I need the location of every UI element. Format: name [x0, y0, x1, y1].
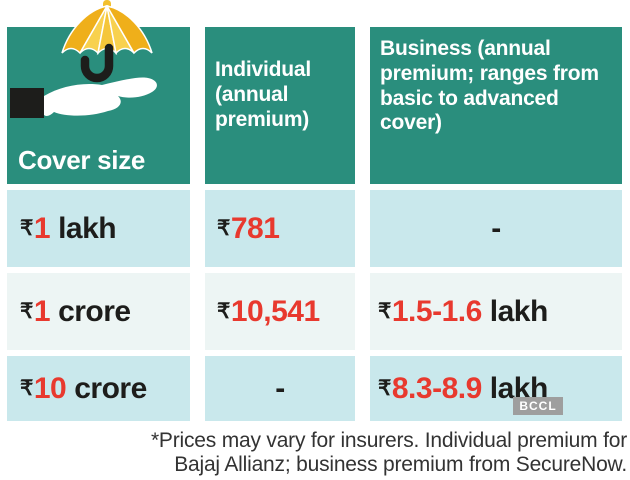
cover-value: 1: [33, 294, 51, 328]
footnote: *Prices may vary for insurers. Individua…: [0, 429, 627, 477]
header-cell-business: Business (annual premium; ranges from ba…: [370, 27, 622, 184]
hand-icon: [10, 77, 157, 118]
row2-cover-size: ₹1 crore: [7, 273, 190, 350]
premium-value: 8.3-8.9: [391, 371, 482, 405]
row2-individual-premium: ₹10,541: [205, 273, 355, 350]
footnote-line1: *Prices may vary for insurers. Individua…: [150, 429, 627, 452]
cover-unit: crore: [74, 371, 147, 405]
cover-size-label: Cover size: [18, 145, 146, 175]
row3-individual-premium: -: [205, 356, 355, 421]
umbrella-canopy: [61, 0, 153, 56]
footnote-line2: Bajaj Allianz; business premium from Sec…: [174, 453, 627, 476]
row2-business-premium: ₹1.5-1.6 lakh: [370, 273, 622, 350]
premium-unit: lakh: [489, 294, 549, 328]
premium-value: 1.5-1.6: [391, 294, 482, 328]
umbrella-handle: [80, 43, 114, 83]
row1-cover-size: ₹1 lakh: [7, 190, 190, 267]
row1-business-premium: -: [370, 190, 622, 267]
umbrella-hand-icon: [7, 0, 190, 150]
row3-business-premium: ₹8.3-8.9 lakh: [370, 356, 622, 421]
header-cell-cover-size: Cover size: [7, 0, 190, 184]
rupee-symbol: ₹: [217, 300, 230, 323]
cover-value: 10: [33, 371, 67, 405]
bccl-watermark: BCCL: [513, 397, 563, 415]
rupee-symbol: ₹: [20, 217, 33, 240]
rupee-symbol: ₹: [378, 377, 391, 400]
row3-cover-size: ₹10 crore: [7, 356, 190, 421]
rupee-symbol: ₹: [20, 300, 33, 323]
cover-unit: lakh: [58, 211, 117, 245]
premium-table: Cover size Individual (annual premium) B…: [7, 0, 622, 421]
rupee-symbol: ₹: [217, 217, 230, 240]
cover-unit: crore: [58, 294, 131, 328]
no-value-dash: -: [491, 211, 501, 245]
cover-value: 1: [33, 211, 51, 245]
rupee-symbol: ₹: [378, 300, 391, 323]
row1-individual-premium: ₹781: [205, 190, 355, 267]
header-cell-individual: Individual (annual premium): [205, 27, 355, 184]
no-value-dash: -: [275, 371, 285, 405]
rupee-symbol: ₹: [20, 377, 33, 400]
premium-value: 10,541: [230, 294, 320, 328]
premium-value: 781: [230, 211, 280, 245]
